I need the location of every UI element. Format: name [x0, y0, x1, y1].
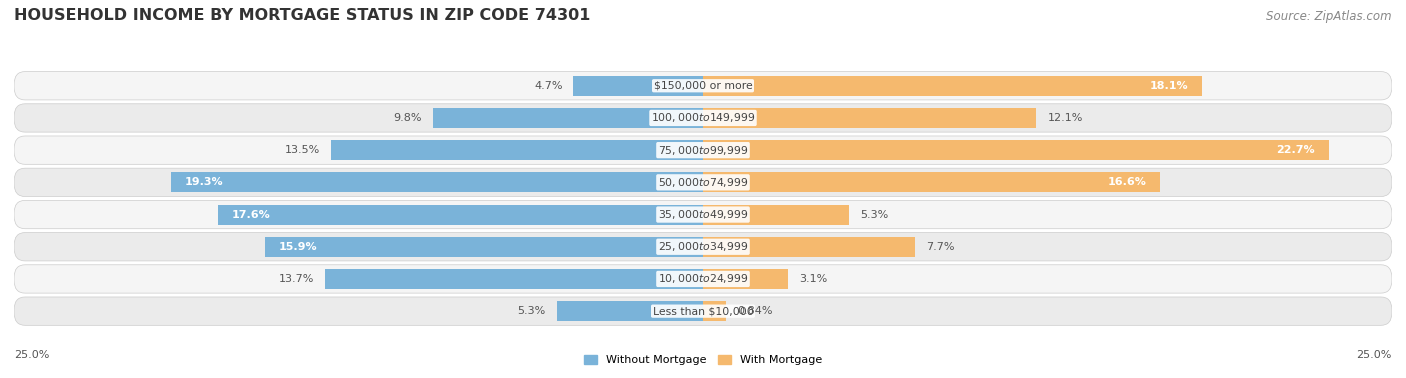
Text: 25.0%: 25.0% — [14, 350, 49, 360]
Text: 5.3%: 5.3% — [517, 306, 546, 316]
Bar — [703, 76, 1202, 96]
Bar — [574, 76, 703, 96]
Bar — [703, 301, 725, 321]
Bar — [703, 204, 849, 225]
Text: 17.6%: 17.6% — [232, 209, 270, 220]
Text: Source: ZipAtlas.com: Source: ZipAtlas.com — [1267, 10, 1392, 23]
Text: $75,000 to $99,999: $75,000 to $99,999 — [658, 144, 748, 156]
Bar — [325, 269, 703, 289]
Bar — [703, 237, 915, 257]
Text: 22.7%: 22.7% — [1277, 145, 1315, 155]
Bar — [557, 301, 703, 321]
FancyBboxPatch shape — [14, 265, 1392, 293]
Text: $25,000 to $34,999: $25,000 to $34,999 — [658, 240, 748, 253]
Text: 25.0%: 25.0% — [1357, 350, 1392, 360]
Bar — [433, 108, 703, 128]
Text: 9.8%: 9.8% — [394, 113, 422, 123]
Text: 13.7%: 13.7% — [278, 274, 315, 284]
Text: 18.1%: 18.1% — [1149, 81, 1188, 91]
Text: $10,000 to $24,999: $10,000 to $24,999 — [658, 273, 748, 285]
Bar — [264, 237, 703, 257]
Text: HOUSEHOLD INCOME BY MORTGAGE STATUS IN ZIP CODE 74301: HOUSEHOLD INCOME BY MORTGAGE STATUS IN Z… — [14, 8, 591, 23]
FancyBboxPatch shape — [14, 297, 1392, 325]
FancyBboxPatch shape — [14, 232, 1392, 261]
Text: Less than $10,000: Less than $10,000 — [652, 306, 754, 316]
Text: $35,000 to $49,999: $35,000 to $49,999 — [658, 208, 748, 221]
Legend: Without Mortgage, With Mortgage: Without Mortgage, With Mortgage — [583, 355, 823, 365]
Bar — [703, 140, 1329, 160]
Bar — [218, 204, 703, 225]
Text: $50,000 to $74,999: $50,000 to $74,999 — [658, 176, 748, 189]
Bar — [703, 172, 1160, 192]
Text: 13.5%: 13.5% — [284, 145, 321, 155]
FancyBboxPatch shape — [14, 136, 1392, 164]
Text: 7.7%: 7.7% — [927, 242, 955, 252]
FancyBboxPatch shape — [14, 168, 1392, 197]
Text: 19.3%: 19.3% — [186, 177, 224, 187]
Text: $150,000 or more: $150,000 or more — [654, 81, 752, 91]
Text: 0.84%: 0.84% — [737, 306, 773, 316]
Text: 12.1%: 12.1% — [1047, 113, 1083, 123]
Text: 5.3%: 5.3% — [860, 209, 889, 220]
Text: 16.6%: 16.6% — [1108, 177, 1147, 187]
FancyBboxPatch shape — [14, 200, 1392, 229]
Bar — [330, 140, 703, 160]
Bar — [172, 172, 703, 192]
FancyBboxPatch shape — [14, 71, 1392, 100]
Text: 15.9%: 15.9% — [278, 242, 318, 252]
Bar — [703, 108, 1036, 128]
Text: 3.1%: 3.1% — [800, 274, 828, 284]
Text: 4.7%: 4.7% — [534, 81, 562, 91]
Bar — [703, 269, 789, 289]
FancyBboxPatch shape — [14, 104, 1392, 132]
Text: $100,000 to $149,999: $100,000 to $149,999 — [651, 112, 755, 124]
